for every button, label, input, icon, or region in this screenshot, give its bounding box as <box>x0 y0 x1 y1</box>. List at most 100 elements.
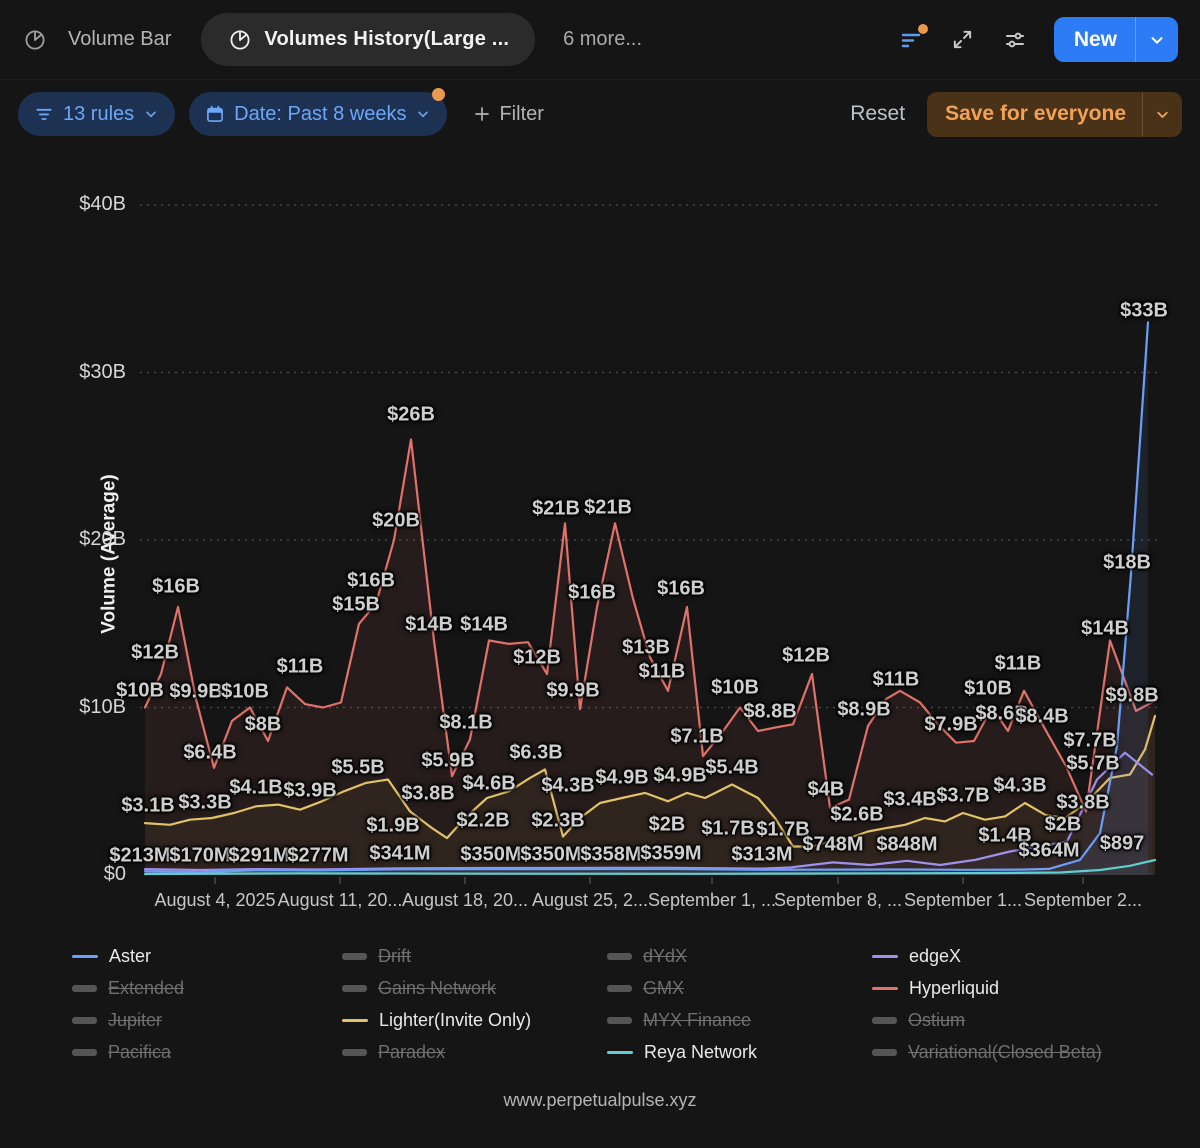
add-filter-label: Filter <box>499 102 544 125</box>
chevron-down-icon <box>1151 36 1163 44</box>
legend-swatch <box>72 1017 97 1024</box>
legend-item-jupiter[interactable]: Jupiter <box>72 1009 342 1032</box>
x-tick-label: August 18, 20... <box>401 890 529 910</box>
legend-label: GMX <box>643 978 685 998</box>
add-filter-button[interactable]: Filter <box>473 102 544 126</box>
legend-item-drift[interactable]: Drift <box>342 945 607 968</box>
legend-label: Lighter(Invite Only) <box>379 1010 532 1030</box>
footer-url: www.perpetualpulse.xyz <box>503 1090 697 1110</box>
legend-label: Pacifica <box>108 1042 172 1062</box>
legend: Aster Drift dYdX edgeX Extended Gains Network… <box>0 933 1200 1064</box>
plus-icon <box>475 107 490 121</box>
legend-item-extended[interactable]: Extended <box>72 977 342 1000</box>
legend-swatch <box>872 1049 897 1056</box>
legend-label: Gains Network <box>378 978 497 998</box>
more-tabs-button[interactable]: 6 more... <box>563 28 642 50</box>
legend-item-myx-finance[interactable]: MYX Finance <box>607 1009 872 1032</box>
sliders-icon[interactable] <box>1002 27 1028 53</box>
legend-swatch <box>342 1049 367 1056</box>
save-button-label: Save for everyone <box>945 102 1126 125</box>
legend-item-gains-network[interactable]: Gains Network <box>342 977 607 1000</box>
tab-volume-bar-label: Volume Bar <box>68 28 172 50</box>
x-tick-label: August 11, 20... <box>277 890 403 910</box>
new-button-label: New <box>1073 27 1117 51</box>
y-tick-label: $10B <box>79 695 126 718</box>
legend-label: Hyperliquid <box>909 978 1000 998</box>
legend-item-pacifica[interactable]: Pacifica <box>72 1041 342 1064</box>
legend-label: Reya Network <box>644 1042 758 1062</box>
legend-item-dydx[interactable]: dYdX <box>607 945 872 968</box>
x-tick-label: August 25, 2... <box>531 890 649 910</box>
filter-lines-icon <box>36 108 52 120</box>
legend-label: Extended <box>108 978 185 998</box>
save-dropdown[interactable] <box>1142 91 1182 137</box>
notification-dot <box>917 23 928 34</box>
legend-swatch <box>872 955 898 958</box>
legend-swatch <box>607 953 632 960</box>
legend-item-lighter-invite-only-[interactable]: Lighter(Invite Only) <box>342 1009 607 1032</box>
tab-volumes-history[interactable]: Volumes History(Large ... <box>201 13 536 66</box>
legend-label: Drift <box>378 946 411 966</box>
legend-label: Variational(Closed Beta) <box>908 1042 1102 1062</box>
pie-chart-icon <box>227 27 253 53</box>
legend-swatch <box>72 955 98 958</box>
header: Volume Bar Volumes History(Large ... 6 m… <box>0 0 1200 80</box>
legend-label: MYX Finance <box>643 1010 752 1030</box>
x-tick-label: September 8, ... <box>773 890 903 910</box>
legend-item-edgex[interactable]: edgeX <box>872 945 1200 968</box>
legend-swatch <box>872 987 898 990</box>
x-tick-label: September 1, ... <box>647 890 777 910</box>
legend-label: dYdX <box>643 946 688 966</box>
tab-volumes-history-label: Volumes History(Large ... <box>264 28 510 50</box>
legend-item-paradex[interactable]: Paradex <box>342 1041 607 1064</box>
y-tick-label: $40B <box>79 193 126 215</box>
legend-swatch <box>342 953 367 960</box>
date-chip[interactable]: Date: Past 8 weeks <box>189 88 448 136</box>
legend-swatch <box>607 1051 633 1054</box>
new-button[interactable]: New <box>1053 17 1178 62</box>
legend-item-hyperliquid[interactable]: Hyperliquid <box>872 977 1200 1000</box>
chevron-down-icon <box>146 111 156 118</box>
legend-item-variational-closed-beta-[interactable]: Variational(Closed Beta) <box>872 1041 1200 1064</box>
x-tick-label: September 2... <box>1023 890 1143 910</box>
legend-label: edgeX <box>909 946 962 966</box>
y-tick-label: $30B <box>79 360 126 383</box>
tab-volume-bar[interactable]: Volume Bar <box>22 27 171 53</box>
filter-lines-icon[interactable] <box>898 23 928 53</box>
save-for-everyone-button[interactable]: Save for everyone <box>927 91 1182 137</box>
legend-swatch <box>607 1017 632 1024</box>
calendar-icon <box>207 105 224 122</box>
y-tick-label: $0 <box>103 863 126 885</box>
chevron-down-icon <box>1157 111 1168 118</box>
legend-item-aster[interactable]: Aster <box>72 945 342 968</box>
rules-chip[interactable]: 13 rules <box>18 92 176 136</box>
volume-history-chart: Volume (Average) $0 $10B $20B $30B $40B Augu… <box>0 148 1200 933</box>
legend-item-gmx[interactable]: GMX <box>607 977 872 1000</box>
x-tick-label: September 1... <box>903 890 1023 910</box>
x-tick-label: August 4, 2025 <box>154 890 276 910</box>
pie-chart-icon <box>22 27 48 53</box>
legend-item-ostium[interactable]: Ostium <box>872 1009 1200 1032</box>
legend-swatch <box>72 985 97 992</box>
chart-canvas <box>140 204 1160 884</box>
legend-label: Aster <box>109 946 152 966</box>
legend-swatch <box>72 1049 97 1056</box>
y-axis-title: Volume (Average) <box>98 474 120 634</box>
filter-bar: 13 rules Date: Past 8 weeks Filter Reset… <box>0 80 1200 148</box>
new-dropdown[interactable] <box>1135 17 1178 62</box>
legend-label: Paradex <box>378 1042 446 1062</box>
expand-icon[interactable] <box>950 27 976 53</box>
notification-dot <box>432 88 446 101</box>
legend-swatch <box>342 1019 368 1022</box>
date-chip-label: Date: Past 8 weeks <box>234 102 407 125</box>
legend-label: Ostium <box>908 1010 966 1030</box>
chevron-down-icon <box>418 111 429 118</box>
legend-swatch <box>872 1017 897 1024</box>
legend-swatch <box>607 985 632 992</box>
y-tick-label: $20B <box>79 528 126 550</box>
reset-button[interactable]: Reset <box>850 102 906 125</box>
legend-swatch <box>342 985 367 992</box>
legend-label: Jupiter <box>108 1010 163 1030</box>
legend-item-reya-network[interactable]: Reya Network <box>607 1041 872 1064</box>
rules-chip-label: 13 rules <box>63 102 135 125</box>
